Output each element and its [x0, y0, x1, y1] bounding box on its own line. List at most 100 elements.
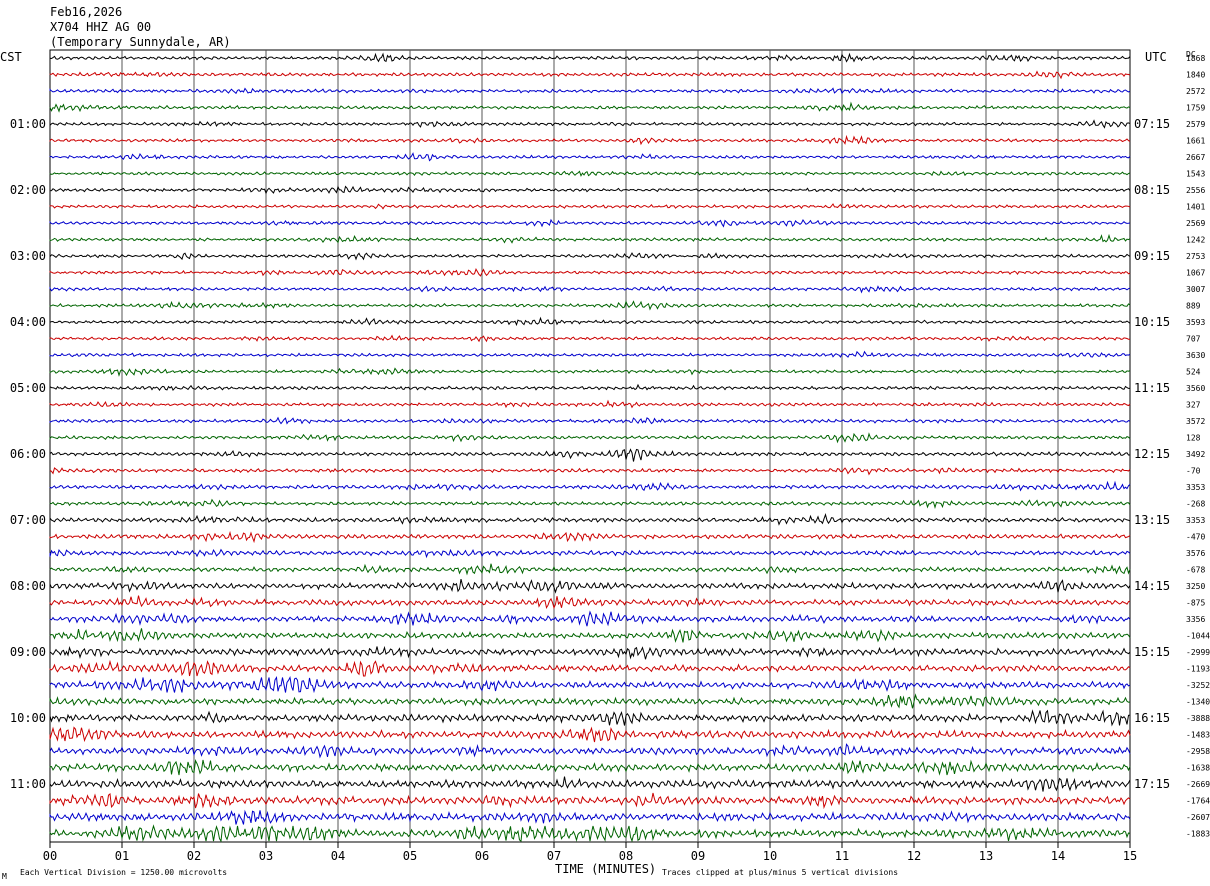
left-hour-label-3: 04:00	[10, 315, 46, 329]
trace-row-22	[49, 416, 1131, 425]
right-hour-label-6: 13:15	[1134, 513, 1170, 527]
plot-frame	[49, 49, 1131, 843]
dc-offset-31: -678	[1186, 566, 1205, 575]
trace-row-13	[49, 267, 1131, 277]
dc-offset-42: -2958	[1186, 747, 1210, 756]
dc-offset-8: 2556	[1186, 186, 1205, 195]
trace-row-44	[49, 776, 1131, 792]
dc-offset-20: 3560	[1186, 384, 1205, 393]
trace-row-6	[49, 152, 1131, 162]
trace-row-12	[49, 252, 1131, 261]
trace-row-43	[49, 759, 1131, 776]
left-hour-label-7: 08:00	[10, 579, 46, 593]
dc-offset-12: 2753	[1186, 252, 1205, 261]
left-hour-label-2: 03:00	[10, 249, 46, 263]
trace-row-10	[49, 218, 1131, 228]
dc-offset-6: 2667	[1186, 153, 1205, 162]
left-hour-label-9: 10:00	[10, 711, 46, 725]
dc-offset-35: -1044	[1186, 632, 1210, 641]
x-tick-label-11: 11	[835, 849, 849, 863]
trace-row-40	[49, 709, 1131, 727]
trace-row-31	[49, 563, 1131, 576]
trace-row-32	[49, 578, 1131, 594]
dc-offset-28: 3353	[1186, 516, 1205, 525]
left-hour-label-0: 01:00	[10, 117, 46, 131]
header-date: Feb16,2026	[50, 5, 123, 19]
trace-row-34	[49, 610, 1131, 627]
dc-offset-40: -3888	[1186, 714, 1210, 723]
trace-row-4	[49, 119, 1131, 129]
dc-offset-15: 889	[1186, 302, 1201, 311]
trace-row-27	[49, 498, 1131, 510]
dc-column-label: DC	[1186, 50, 1196, 59]
right-hour-label-0: 07:15	[1134, 117, 1170, 131]
trace-row-1	[49, 70, 1131, 80]
trace-row-2	[49, 87, 1131, 95]
x-tick-label-09: 09	[691, 849, 705, 863]
dc-offset-23: 128	[1186, 434, 1201, 443]
trace-row-36	[49, 645, 1131, 660]
right-hour-label-7: 14:15	[1134, 579, 1170, 593]
dc-offset-26: 3353	[1186, 483, 1205, 492]
x-tick-label-00: 00	[43, 849, 57, 863]
dc-offset-0: 1868	[1186, 54, 1205, 63]
header-station: X704 HHZ AG 00	[50, 20, 152, 34]
x-tick-label-06: 06	[475, 849, 489, 863]
dc-offset-18: 3630	[1186, 351, 1205, 360]
clip-note: Traces clipped at plus/minus 5 vertical …	[662, 868, 899, 877]
trace-row-47	[49, 824, 1131, 843]
x-tick-label-10: 10	[763, 849, 777, 863]
dc-offset-25: -70	[1186, 467, 1201, 476]
trace-row-18	[49, 350, 1131, 358]
dc-offset-9: 1401	[1186, 203, 1205, 212]
dc-offset-7: 1543	[1186, 170, 1205, 179]
left-hour-label-1: 02:00	[10, 183, 46, 197]
trace-row-42	[49, 743, 1131, 759]
dc-offset-34: 3356	[1186, 615, 1205, 624]
x-tick-label-14: 14	[1051, 849, 1065, 863]
x-tick-label-13: 13	[979, 849, 993, 863]
trace-row-26	[49, 480, 1131, 492]
trace-row-14	[49, 285, 1131, 294]
trace-row-9	[49, 203, 1131, 210]
trace-row-3	[49, 101, 1131, 113]
dc-offset-1: 1840	[1186, 71, 1205, 80]
dc-offset-13: 1067	[1186, 269, 1205, 278]
right-hour-label-10: 17:15	[1134, 777, 1170, 791]
dc-offset-17: 707	[1186, 335, 1201, 344]
dc-offset-14: 3007	[1186, 285, 1205, 294]
x-axis-title: TIME (MINUTES)	[555, 862, 657, 876]
dc-offset-22: 3572	[1186, 417, 1205, 426]
dc-offset-45: -1764	[1186, 797, 1210, 806]
trace-row-24	[49, 448, 1130, 462]
x-tick-label-03: 03	[259, 849, 273, 863]
trace-row-28	[49, 513, 1131, 526]
x-tick-label-04: 04	[331, 849, 345, 863]
right-timezone-label: UTC	[1145, 50, 1167, 64]
dc-offset-38: -3252	[1186, 681, 1210, 690]
dc-offset-44: -2669	[1186, 780, 1210, 789]
trace-row-30	[49, 548, 1131, 559]
trace-row-35	[49, 628, 1131, 643]
left-hour-label-8: 09:00	[10, 645, 46, 659]
trace-row-5	[49, 134, 1131, 146]
x-tick-label-05: 05	[403, 849, 417, 863]
right-hour-label-3: 10:15	[1134, 315, 1170, 329]
dc-offset-37: -1193	[1186, 665, 1210, 674]
right-hour-label-8: 15:15	[1134, 645, 1170, 659]
trace-row-7	[49, 170, 1131, 177]
left-hour-label-5: 06:00	[10, 447, 46, 461]
left-timezone-label: CST	[0, 50, 22, 64]
trace-row-8	[49, 185, 1131, 195]
dc-offset-4: 2579	[1186, 120, 1205, 129]
trace-row-23	[49, 432, 1131, 444]
x-tick-label-02: 02	[187, 849, 201, 863]
trace-row-38	[49, 675, 1131, 694]
dc-offset-11: 1242	[1186, 236, 1205, 245]
right-hour-label-2: 09:15	[1134, 249, 1170, 263]
right-hour-label-1: 08:15	[1134, 183, 1170, 197]
dc-offset-33: -875	[1186, 599, 1205, 608]
trace-row-37	[49, 659, 1131, 677]
x-tick-label-07: 07	[547, 849, 561, 863]
scale-note: Each Vertical Division = 1250.00 microvo…	[20, 868, 228, 877]
